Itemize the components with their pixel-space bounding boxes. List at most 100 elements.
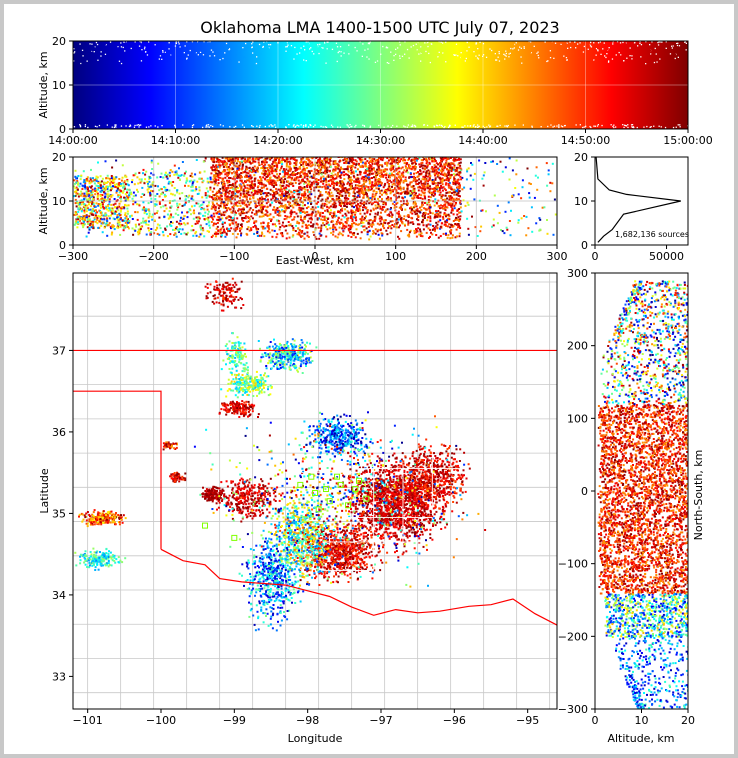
time-source-point <box>147 42 149 44</box>
time-source-point <box>484 126 486 129</box>
ew-source-point <box>126 178 129 181</box>
ew-source-point <box>480 209 483 212</box>
ew-source-point <box>438 193 441 196</box>
ew-source-point <box>95 202 98 205</box>
time-source-point <box>285 50 287 52</box>
ew-source-point <box>143 193 146 196</box>
ew-source-point <box>415 228 417 231</box>
ew-source-point <box>245 166 248 169</box>
time-source-point <box>218 52 220 54</box>
time-source-point <box>678 47 681 49</box>
ew-source-point <box>405 219 408 222</box>
ew-source-point <box>393 182 396 185</box>
ew-source-point <box>322 182 325 185</box>
ew-source-point <box>116 214 119 216</box>
ew-source-point <box>374 159 377 162</box>
time-source-point <box>396 125 398 127</box>
time-source-point <box>618 51 620 54</box>
time-source-point <box>210 42 212 45</box>
time-source-point <box>357 57 359 59</box>
time-source-point <box>447 57 449 59</box>
ew-source-point <box>81 188 84 190</box>
time-source-point <box>393 49 396 51</box>
ew-source-point <box>299 199 302 201</box>
time-source-point <box>437 49 440 52</box>
time-source-point <box>382 61 384 63</box>
ew-source-point <box>319 234 322 237</box>
ew-source-point <box>350 164 353 167</box>
ew-source-point <box>89 199 92 202</box>
time-source-point <box>174 126 177 128</box>
time-source-point <box>507 43 509 45</box>
time-source-point <box>679 124 681 126</box>
ew-source-point <box>288 236 291 239</box>
time-source-point <box>199 51 202 53</box>
time-source-point <box>662 58 664 61</box>
time-source-point <box>332 126 334 128</box>
time-source-point <box>664 53 666 55</box>
time-source-point <box>590 53 592 55</box>
time-source-point <box>447 41 449 43</box>
ew-source-point <box>383 184 386 187</box>
ew-source-point <box>418 163 421 166</box>
ew-source-point <box>445 232 447 235</box>
ew-source-point <box>452 213 455 216</box>
time-source-point <box>438 41 440 43</box>
ew-source-point <box>412 158 415 161</box>
ew-source-point <box>296 233 299 236</box>
ew-source-point <box>339 222 341 225</box>
ew-source-point <box>276 213 279 216</box>
time-source-point <box>637 45 639 47</box>
time-source-point <box>287 44 289 46</box>
ew-source-point <box>225 188 228 191</box>
ew-source-point <box>211 205 214 208</box>
ew-source-point <box>275 236 278 239</box>
time-source-point <box>186 58 188 60</box>
ew-source-point <box>319 211 322 214</box>
ew-source-point <box>83 203 86 206</box>
time-source-point <box>632 43 634 45</box>
time-source-point <box>464 60 466 62</box>
ew-source-point <box>459 211 462 214</box>
ew-source-point <box>216 221 219 224</box>
time-source-point <box>660 49 662 51</box>
ew-source-point <box>84 184 86 187</box>
ew-source-point <box>269 188 272 191</box>
time-source-point <box>244 41 246 43</box>
ew-source-point <box>254 224 256 227</box>
ew-source-point <box>124 217 127 220</box>
time-source-point <box>524 48 527 50</box>
ew-source-point <box>355 223 358 226</box>
ew-source-point <box>406 167 409 170</box>
time-source-point <box>100 43 102 46</box>
ew-source-point <box>219 193 222 196</box>
time-source-point <box>118 60 121 62</box>
ew-source-point <box>306 184 308 187</box>
time-source-point <box>359 41 361 43</box>
time-source-point <box>205 126 207 128</box>
ew-source-point <box>196 222 199 225</box>
ew-source-point <box>326 166 329 169</box>
time-source-point <box>226 58 228 60</box>
time-source-point <box>219 59 221 61</box>
time-tick-label: 14:30:00 <box>356 134 405 147</box>
ew-source-point <box>145 170 148 173</box>
ew-source-point <box>271 180 274 183</box>
ew-source-point <box>283 225 286 228</box>
ew-source-point <box>151 218 154 221</box>
ew-source-point <box>303 232 306 235</box>
time-source-point <box>102 54 104 56</box>
ew-source-point <box>403 190 406 193</box>
time-source-point <box>626 52 628 54</box>
time-source-point <box>191 41 194 43</box>
ew-source-point <box>263 198 266 200</box>
ew-source-point <box>440 163 443 166</box>
ew-source-point <box>177 214 180 216</box>
ew-source-point <box>449 204 452 207</box>
time-source-point <box>510 44 513 46</box>
ew-source-point <box>89 178 92 181</box>
time-source-point <box>644 42 646 44</box>
ew-source-point <box>97 180 100 183</box>
time-source-point <box>442 52 444 54</box>
ew-source-point <box>263 167 266 170</box>
